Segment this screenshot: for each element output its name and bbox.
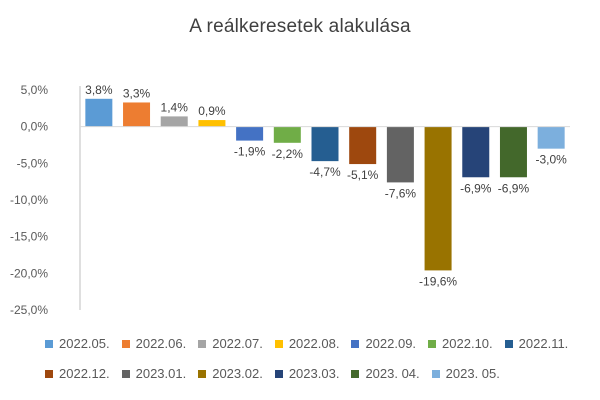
bar-202212 [349,126,377,165]
y-tick-label: 0,0% [21,120,49,134]
legend-label: 2022.11. [518,336,569,351]
legend-label: 2022.12. [59,366,110,381]
legend-swatch [351,339,360,348]
data-label: -3,0% [535,153,567,167]
legend-item: 2022.09. [351,336,416,351]
legend-item: 2023.02. [198,366,263,381]
bar-202208 [198,120,226,127]
legend-row-2: 2022.12. 2023.01. 2023.02. 2023.03. 2023. 04… [45,366,500,381]
legend-item: 2023. 05. [431,366,500,381]
legend-label: 2022.07. [212,336,263,351]
legend-label: 2023. 04. [365,366,420,381]
legend-swatch [431,369,440,378]
legend-swatch [274,369,283,378]
bar-202303 [462,126,490,178]
data-label: 3,3% [123,86,151,100]
legend-label: 2023. 05. [445,366,500,381]
bar-202301 [386,126,414,183]
bar-202211 [311,126,339,162]
bar-202210 [273,126,301,143]
chart-title: A reálkeresetek alakulása [189,16,411,37]
y-tick-label: -25,0% [10,303,48,317]
legend-label: 2022.05. [59,336,110,351]
legend-label: 2023.01. [135,366,187,381]
legend-item: 2022.10. [428,336,493,351]
data-label: 3,8% [85,83,113,97]
legend-item: 2022.07. [198,336,263,351]
legend-item: 2022.11. [504,336,569,351]
data-label: -2,2% [272,147,304,161]
data-label: 0,9% [198,104,226,118]
legend-item: 2022.12. [45,366,110,381]
data-label: -4,7% [309,165,341,179]
data-label: 1,4% [161,100,189,114]
legend-swatch [45,369,53,378]
data-label: -1,9% [234,145,266,159]
legend-item: 2023.01. [121,366,187,381]
legend-swatch [504,339,513,348]
y-tick-label: -5,0% [17,156,49,170]
bar-202205 [85,98,113,127]
bar-202305 [537,126,565,149]
data-label: -5,1% [347,168,379,182]
y-tick-label: -10,0% [10,193,48,207]
bar-202206 [123,102,151,127]
legend-swatch [274,339,283,348]
legend-label: 2022.10. [442,336,493,351]
legend-label: 2022.08. [288,336,340,351]
data-label: -19,6% [419,274,457,288]
legend-item: 2022.06. [121,336,187,351]
bar-202304 [499,126,527,178]
legend-label: 2023.02. [212,366,263,381]
data-label: -6,9% [460,181,492,195]
legend-label: 2022.06. [135,336,187,351]
bar-202207 [160,116,188,127]
y-tick-label: -20,0% [10,266,48,280]
legend-item: 2022.05. [45,336,110,351]
legend-swatch [351,369,360,378]
legend-swatch [121,339,130,348]
legend-swatch [121,369,130,378]
legend-row-1: 2022.05. 2022.06. 2022.07. 2022.08. 2022.09.… [45,336,568,351]
data-label: -6,9% [498,181,530,195]
legend-label: 2022.09. [365,336,417,351]
y-tick-label: -15,0% [10,230,48,244]
bar-202209 [236,126,264,141]
data-label: -7,6% [385,186,417,200]
legend-swatch [45,339,53,348]
legend-swatch [428,339,437,348]
legend-item: 2023.03. [274,366,340,381]
legend-swatch [198,339,207,348]
legend-item: 2022.08. [274,336,340,351]
legend-item: 2023. 04. [351,366,420,381]
legend-label: 2023.03. [288,366,340,381]
legend-swatch [198,369,207,378]
bar-202302 [424,126,452,271]
y-tick-label: 5,0% [21,83,49,97]
